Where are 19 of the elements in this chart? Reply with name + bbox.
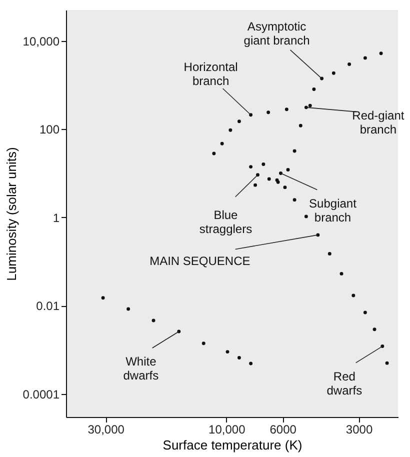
annotation: Asymptotic giant branch [244, 20, 310, 48]
y-tick-label: 0.01 [36, 299, 60, 314]
annotation: Red dwarfs [326, 369, 362, 398]
x-tick-label: 6000 [270, 422, 297, 436]
x-tick-label: 30,000 [88, 422, 125, 436]
y-tick-label: 100 [39, 122, 60, 137]
x-axis-title: Surface temperature (K) [162, 438, 302, 452]
annotation: Blue stragglers [199, 208, 252, 236]
annotation: MAIN SEQUENCE [150, 254, 250, 268]
annotation: Subgiant branch [309, 196, 358, 224]
y-axis-title: Luminosity (solar units) [4, 147, 19, 281]
annotation: Horizontal branch [184, 60, 238, 88]
annotation: Red-giant branch [352, 108, 405, 136]
annotation: White dwarfs [123, 354, 159, 382]
y-tick-label: 1 [52, 210, 60, 225]
y-tick-label: 0.0001 [22, 387, 60, 402]
x-tick-label: 10,000 [208, 422, 246, 436]
x-tick-label: 3000 [346, 422, 373, 436]
y-tick-label: 10,000 [22, 34, 60, 48]
